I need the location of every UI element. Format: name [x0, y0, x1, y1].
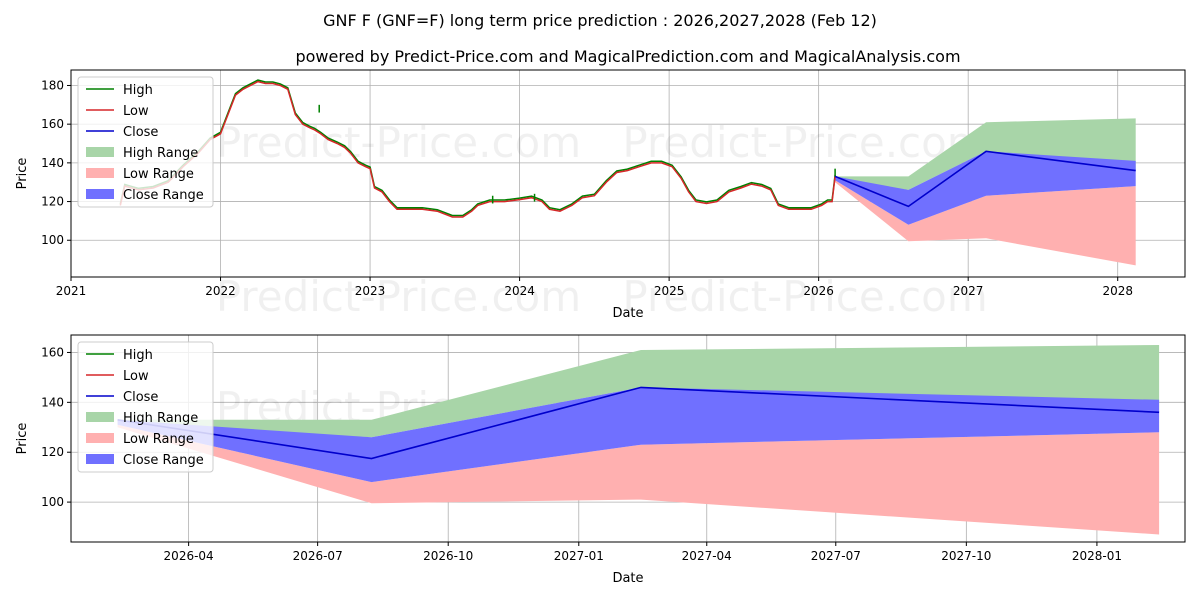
bottom-predicted-close-line [117, 386, 1160, 460]
bottom-legend-low-label: Low [123, 369, 149, 384]
top-axes-frame [70, 69, 1186, 278]
bottom-x-tick-label: 2027-01 [554, 549, 604, 563]
top-y-tick-label: 140 [41, 156, 64, 170]
bottom-legend-low-range-swatch [86, 433, 114, 443]
bottom-x-tick-label: 2026-10 [423, 549, 473, 563]
bottom-legend-close-range-swatch [86, 454, 114, 464]
top-close-range-band [835, 151, 1136, 225]
top-y-tick-label: 100 [41, 233, 64, 247]
bottom-legend-close-range-label: Close Range [123, 453, 204, 468]
bottom-y-tick-label: 140 [41, 395, 64, 409]
top-history-low-line [119, 80, 836, 218]
top-plot-area [119, 79, 1136, 266]
top-y-tick-label: 180 [41, 78, 64, 92]
bottom-x-tick-label: 2026-07 [293, 549, 343, 563]
bottom-high-range-band [117, 345, 1160, 438]
top-y-axis-label: Price [15, 158, 30, 190]
top-history-high-line [119, 79, 836, 217]
bottom-low-range-band [117, 424, 1160, 535]
top-x-tick-label: 2024 [504, 284, 535, 298]
top-x-tick-label: 2021 [56, 284, 87, 298]
bottom-y-axis-label: Price [15, 423, 30, 455]
top-x-tick-label: 2026 [803, 284, 834, 298]
top-watermark-lower-left: Predict-Price.com [216, 272, 581, 321]
bottom-close-range-band [117, 387, 1160, 483]
bottom-legend-high-label: High [123, 348, 153, 363]
top-low-range-band [835, 180, 1136, 266]
bottom-chart-panel: Predict-Price.comPredict-Price.com2026-0… [15, 334, 1186, 586]
top-watermark-right: Predict-Price.com [622, 118, 987, 167]
bottom-x-tick-label: 2027-04 [682, 549, 732, 563]
bottom-y-tick-label: 100 [41, 495, 64, 509]
top-legend-high-label: High [123, 83, 153, 98]
bottom-legend-low-range-label: Low Range [123, 432, 194, 447]
bottom-legend-high-range-label: High Range [123, 411, 198, 426]
bottom-x-tick-label: 2028-01 [1072, 549, 1122, 563]
top-legend-high-range-label: High Range [123, 146, 198, 161]
bottom-legend-close-label: Close [123, 390, 158, 405]
top-x-axis-label: Date [612, 306, 643, 321]
top-x-tick-label: 2025 [654, 284, 685, 298]
bottom-plot-area [117, 345, 1160, 535]
bottom-x-tick-label: 2027-10 [941, 549, 991, 563]
top-y-tick-label: 120 [41, 195, 64, 209]
chart-title: GNF F (GNF=F) long term price prediction… [323, 11, 877, 30]
chart-subtitle: powered by Predict-Price.com and Magical… [295, 47, 960, 66]
top-legend-close-range-label: Close Range [123, 188, 204, 203]
bottom-y-tick-label: 160 [41, 345, 64, 359]
top-chart-panel: Predict-Price.com Predict-Price.com Predic… [15, 69, 1186, 321]
top-x-tick-label: 2023 [355, 284, 386, 298]
top-legend-close-label: Close [123, 125, 158, 140]
top-y-tick-label: 160 [41, 117, 64, 131]
bottom-x-axis-label: Date [612, 571, 643, 586]
top-watermark-lower-right: Predict-Price.com [622, 272, 987, 321]
top-high-range-band [835, 118, 1136, 190]
top-legend-low-label: Low [123, 104, 149, 119]
top-legend-low-range-swatch [86, 168, 114, 178]
top-x-tick-label: 2022 [205, 284, 236, 298]
top-legend-close-range-swatch [86, 189, 114, 199]
top-x-tick-label: 2028 [1102, 284, 1133, 298]
top-legend-high-range-swatch [86, 147, 114, 157]
bottom-legend-high-range-swatch [86, 412, 114, 422]
top-predicted-close-line [834, 150, 1136, 208]
bottom-axes-frame [70, 334, 1186, 543]
top-x-tick-label: 2027 [953, 284, 984, 298]
top-watermark-left: Predict-Price.com [216, 118, 581, 167]
bottom-y-tick-label: 120 [41, 445, 64, 459]
bottom-x-tick-label: 2026-04 [164, 549, 214, 563]
bottom-x-tick-label: 2027-07 [811, 549, 861, 563]
top-legend-low-range-label: Low Range [123, 167, 194, 182]
